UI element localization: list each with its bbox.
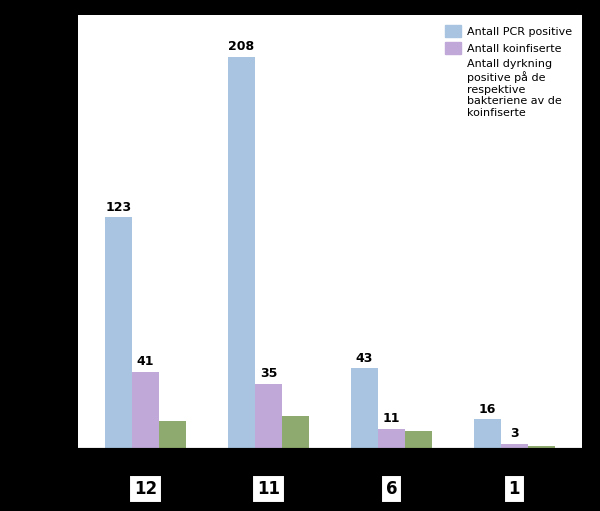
Text: 43: 43 <box>356 352 373 365</box>
Text: 3: 3 <box>510 427 519 440</box>
Bar <box>501 444 528 450</box>
Bar <box>228 57 255 450</box>
Bar <box>159 422 186 450</box>
Bar <box>105 217 132 450</box>
Bar <box>351 368 378 450</box>
Text: 41: 41 <box>137 356 154 368</box>
Bar <box>474 420 501 450</box>
Bar <box>405 431 432 450</box>
Bar <box>378 429 405 450</box>
Text: 123: 123 <box>106 201 131 214</box>
Text: 1: 1 <box>509 480 520 498</box>
Bar <box>282 415 309 450</box>
Text: 11: 11 <box>383 412 400 425</box>
Bar <box>528 446 555 450</box>
Text: 208: 208 <box>229 40 254 53</box>
Text: An
tall: An tall <box>6 51 39 90</box>
Text: 35: 35 <box>260 367 277 380</box>
Bar <box>132 372 159 450</box>
Text: 11: 11 <box>257 480 280 498</box>
Text: 16: 16 <box>479 403 496 415</box>
Legend: Antall PCR positive, Antall koinfiserte, Antall dyrkning
positive på de
respekti: Antall PCR positive, Antall koinfiserte,… <box>440 21 577 123</box>
Text: 12: 12 <box>134 480 157 498</box>
Bar <box>255 384 282 450</box>
Text: 6: 6 <box>386 480 397 498</box>
